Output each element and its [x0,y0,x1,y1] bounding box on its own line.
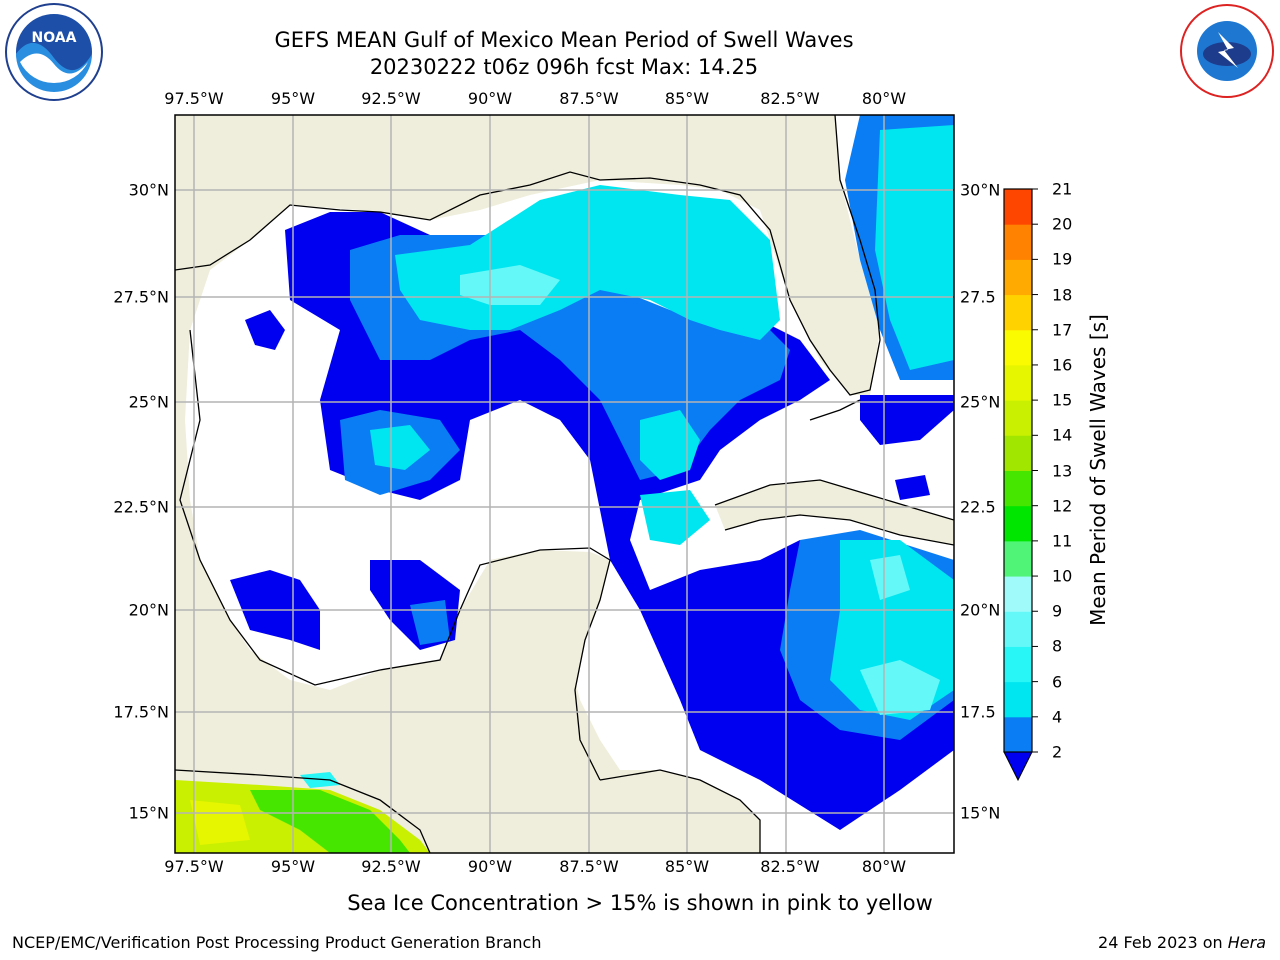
colorbar-tick-label: 10 [1052,566,1073,586]
colorbar-tick-label: 8 [1052,636,1063,656]
footer-host: Hera [1227,933,1266,952]
noaa-logo-icon: NOAA [5,3,103,101]
lat-label-left: 27.5°N [113,287,169,307]
colorbar-tick-label: 9 [1052,601,1063,621]
colorbar-frame [1003,188,1033,753]
colorbar-tick-label: 13 [1052,461,1073,480]
lon-label-bottom: 97.5°W [164,857,224,876]
lon-label-top: 95°W [270,89,316,108]
honduras-land [600,770,760,853]
colorbar-segment [1004,716,1032,753]
lat-label-right: 20°N [960,600,1001,620]
coastlines [175,115,954,853]
colorbar-tick-label: 16 [1052,355,1073,375]
colorbar-tick-label: 14 [1052,425,1073,445]
colorbar-tick-label: 6 [1052,672,1063,692]
yucatan-land [445,550,610,800]
lon-label-top: 92.5°W [361,89,421,108]
colorbar-tick-label: 20 [1052,214,1073,234]
colorbar-segment [1004,505,1032,542]
lon-label-bottom: 85°W [664,857,710,876]
colorbar-tick-label: 2 [1052,742,1063,762]
colorbar-segment [1004,364,1032,401]
lat-label-left: 22.5°N [113,497,169,517]
colorbar-segment [1004,681,1032,718]
colorbar-tick-label: 12 [1052,496,1073,516]
lon-label-bottom: 92.5°W [361,857,421,876]
chart-title: GEFS MEAN Gulf of Mexico Mean Period of … [274,28,854,52]
graticule [175,115,954,853]
colorbar-segment [1004,189,1032,225]
lat-label-right: 25°N [960,392,1001,412]
colorbar-segment [1004,294,1032,331]
colorbar-segment [1004,470,1032,507]
lon-label-top: 82.5°W [760,89,820,108]
lon-label-top: 87.5°W [559,89,619,108]
lon-label-bottom: 82.5°W [760,857,820,876]
footer-date: 24 Feb 2023 on Hera [1098,933,1266,952]
colorbar-tick-label: 11 [1052,531,1073,551]
lon-label-top: 80°W [861,89,907,108]
colorbar-tick-label: 18 [1052,285,1073,305]
lat-label-right: 22.5 [960,497,996,517]
colorbar-segment [1004,540,1032,577]
colorbar-tick-label: 4 [1052,707,1063,727]
lon-label-bottom: 90°W [467,857,513,876]
map-frame [174,114,955,854]
lon-label-top: 97.5°W [164,89,224,108]
lat-label-left: 17.5°N [113,702,169,722]
footer-credit: NCEP/EMC/Verification Post Processing Pr… [12,933,542,952]
footer-date-text: 24 Feb 2023 on [1098,933,1228,952]
cuba-land [715,480,954,545]
colorbar-tick-label: 21 [1052,179,1073,199]
chart-subtitle: 20230222 t06z 096h fcst Max: 14.25 [369,55,759,79]
lon-label-top: 90°W [467,89,513,108]
lon-label-bottom: 95°W [270,857,316,876]
lon-label-bottom: 80°W [861,857,907,876]
colorbar-segment [1004,259,1032,296]
colorbar-segment [1004,576,1032,612]
lat-label-left: 25°N [128,392,169,412]
colorbar-title: Mean Period of Swell Waves [s] [1086,314,1110,626]
colorbar-segment [1004,646,1032,683]
lat-label-right: 17.5 [960,702,996,722]
lat-label-right: 15°N [960,803,1001,823]
lon-label-top: 85°W [664,89,710,108]
colorbar-tick-label: 15 [1052,390,1073,410]
colorbar [1003,188,1038,782]
colorbar-segment [1004,224,1032,260]
colorbar-segment [1004,435,1032,471]
colorbar-tick-label: 19 [1052,249,1073,269]
nws-logo-icon [1180,4,1274,98]
noaa-logo-text: NOAA [32,30,77,46]
sea-ice-caption: Sea Ice Concentration > 15% is shown in … [347,891,933,915]
colorbar-segment [1004,400,1032,436]
high-period-region [175,772,430,853]
colorbar-segment [1004,329,1032,366]
lat-label-right: 30°N [960,180,1001,200]
colorbar-tick-label: 17 [1052,320,1073,340]
colorbar-under-arrow [1003,751,1033,782]
colorbar-segment [1004,611,1032,647]
lat-label-right: 27.5 [960,287,996,307]
lat-label-left: 15°N [128,803,169,823]
lat-label-left: 20°N [128,600,169,620]
lat-label-left: 30°N [128,180,169,200]
lon-label-bottom: 87.5°W [559,857,619,876]
swell-6-8s [460,265,940,715]
